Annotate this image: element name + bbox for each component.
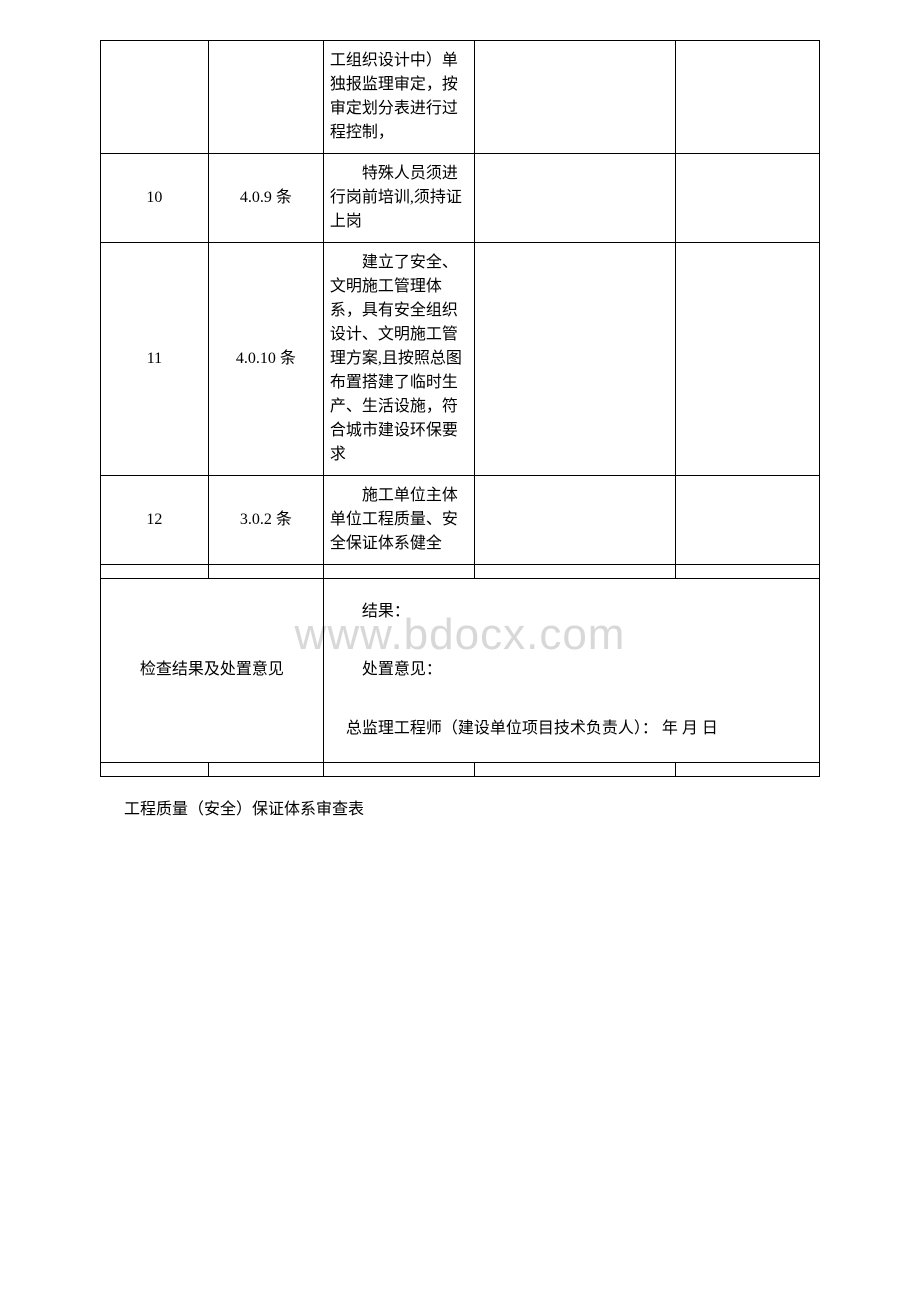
row-number: 11: [101, 243, 209, 476]
row-desc: 建立了安全、文明施工管理体系，具有安全组织设计、文明施工管理方案,且按照总图布置…: [323, 243, 474, 476]
result-line: 总监理工程师（建设单位项目技术负责人）： 年 月 日: [330, 714, 813, 744]
document-content: 工组织设计中）单独报监理审定，按审定划分表进行过程控制， 10 4.0.9 条 …: [100, 40, 820, 819]
table-row: 工组织设计中）单独报监理审定，按审定划分表进行过程控制，: [101, 41, 820, 154]
row-code: [208, 41, 323, 154]
result-row: 检查结果及处置意见 结果： 处置意见： 总监理工程师（建设单位项目技术负责人）：…: [101, 579, 820, 763]
row-number: 12: [101, 476, 209, 565]
row-code: 3.0.2 条: [208, 476, 323, 565]
inspection-table: 工组织设计中）单独报监理审定，按审定划分表进行过程控制， 10 4.0.9 条 …: [100, 40, 820, 777]
row-blank: [474, 41, 675, 154]
footer-title: 工程质量（安全）保证体系审查表: [124, 795, 820, 819]
row-blank: [676, 154, 820, 243]
table-row: 12 3.0.2 条 施工单位主体单位工程质量、安全保证体系健全: [101, 476, 820, 565]
row-blank: [676, 243, 820, 476]
row-blank: [474, 476, 675, 565]
row-blank: [474, 154, 675, 243]
result-line: 处置意见：: [330, 655, 813, 685]
row-blank: [676, 41, 820, 154]
row-code: 4.0.10 条: [208, 243, 323, 476]
spacer-row: [101, 763, 820, 777]
result-line: 结果：: [330, 597, 813, 627]
row-desc: 特殊人员须进行岗前培训,须持证上岗: [323, 154, 474, 243]
row-desc: 工组织设计中）单独报监理审定，按审定划分表进行过程控制，: [323, 41, 474, 154]
table-row: 11 4.0.10 条 建立了安全、文明施工管理体系，具有安全组织设计、文明施工…: [101, 243, 820, 476]
row-blank: [474, 243, 675, 476]
row-blank: [676, 476, 820, 565]
result-label: 检查结果及处置意见: [101, 579, 324, 763]
table-row: 10 4.0.9 条 特殊人员须进行岗前培训,须持证上岗: [101, 154, 820, 243]
row-code: 4.0.9 条: [208, 154, 323, 243]
row-desc: 施工单位主体单位工程质量、安全保证体系健全: [323, 476, 474, 565]
row-number: [101, 41, 209, 154]
result-content: 结果： 处置意见： 总监理工程师（建设单位项目技术负责人）： 年 月 日: [323, 579, 819, 763]
row-number: 10: [101, 154, 209, 243]
spacer-row: [101, 565, 820, 579]
